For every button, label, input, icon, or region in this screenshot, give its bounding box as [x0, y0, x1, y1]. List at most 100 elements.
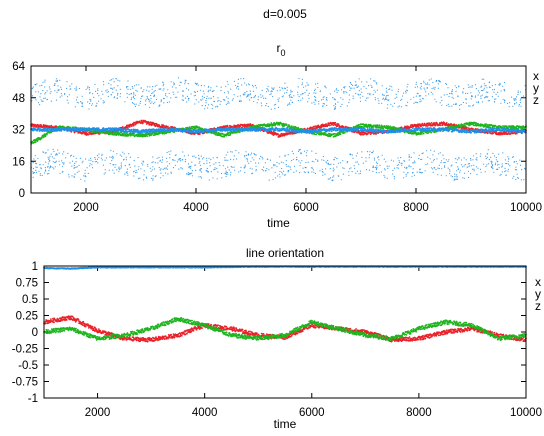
point-z-band — [449, 170, 451, 172]
point-z-band — [281, 167, 283, 170]
point-z-band — [282, 173, 284, 175]
point-y — [422, 132, 425, 135]
point-z-band — [279, 156, 281, 158]
point-z-band — [124, 165, 126, 167]
point-z-band — [125, 156, 127, 158]
point-z-band — [358, 173, 360, 175]
point-z-band — [311, 160, 313, 162]
point-z-band — [429, 158, 431, 160]
point-z-band — [48, 169, 50, 171]
point-z-band — [349, 154, 351, 156]
point-z-band — [324, 173, 326, 175]
point-z-band — [393, 176, 395, 178]
point-z-band — [184, 161, 186, 163]
point-z-band — [515, 178, 517, 181]
point-y — [378, 124, 381, 127]
point-z-band — [126, 171, 128, 173]
point-z-band — [433, 150, 435, 152]
point-z-band — [385, 161, 387, 163]
panel-title-main: r — [276, 41, 280, 55]
point-z-band — [84, 169, 86, 171]
point-z-band — [215, 162, 217, 164]
point-z-band — [169, 157, 171, 159]
point-z-band — [287, 170, 289, 172]
point-z-band — [516, 173, 518, 175]
point-z-band — [401, 162, 403, 164]
point-z-band — [501, 171, 503, 173]
point-z-band — [365, 169, 368, 171]
point-x — [40, 124, 43, 127]
point-z-band — [361, 151, 363, 153]
point-z-band — [119, 168, 121, 170]
point-z-band — [139, 177, 141, 179]
point-z-band — [450, 175, 452, 177]
point-z-band — [162, 175, 164, 177]
point-z-band — [507, 160, 509, 162]
point-z-band — [187, 172, 189, 174]
point-z-band — [321, 159, 323, 161]
point-z-band — [507, 156, 509, 158]
point-z-band — [244, 164, 246, 166]
point-z-band — [216, 157, 218, 159]
point-z-band — [49, 166, 52, 168]
point-z-band — [253, 159, 255, 161]
point-z-band — [183, 155, 185, 157]
point-z-band — [53, 157, 55, 159]
point-x — [327, 124, 329, 127]
point-z-band — [200, 177, 202, 179]
point-z-band — [91, 164, 93, 166]
point-z-band — [200, 176, 202, 178]
point-z-band — [224, 172, 226, 174]
point-z-band — [346, 161, 349, 163]
point-z — [330, 130, 333, 133]
point-z-band — [405, 173, 407, 175]
point-z-band — [166, 151, 168, 154]
point-z-band — [224, 159, 226, 161]
point-z-band — [255, 162, 257, 164]
point-z-band — [473, 170, 475, 172]
point-z-band — [495, 156, 497, 159]
point-z-band — [47, 149, 49, 151]
point-z-band — [135, 169, 137, 171]
point-z — [251, 130, 254, 132]
point-z-band — [260, 155, 262, 158]
point-z-band — [133, 171, 135, 173]
point-z-band — [76, 171, 78, 173]
point-z-band — [494, 164, 496, 166]
point-z — [426, 130, 428, 132]
point-z-band — [267, 158, 269, 160]
point-z-band — [165, 168, 167, 170]
point-z-band — [485, 158, 487, 160]
point-z-band — [456, 170, 458, 172]
point-z-band — [276, 161, 278, 164]
point-z-band — [234, 169, 236, 171]
point-z-band — [403, 171, 405, 173]
point-z-band — [306, 150, 308, 152]
point-z-band — [49, 167, 51, 169]
point-z-band — [51, 156, 54, 158]
point-z-band — [224, 157, 226, 159]
point-z-band — [444, 161, 446, 164]
point-x — [369, 133, 372, 136]
point-z-band — [63, 163, 65, 165]
point-z-band — [498, 167, 500, 169]
x-tick-label: 10000 — [510, 202, 542, 214]
point-z-band — [509, 165, 511, 167]
point-z-band — [39, 163, 41, 165]
point-z — [192, 131, 195, 134]
point-z-band — [449, 169, 451, 171]
point-z-band — [420, 158, 422, 161]
point-z-band — [191, 161, 193, 163]
point-z-band — [221, 177, 223, 179]
point-z-band — [48, 158, 50, 161]
point-z — [466, 128, 469, 131]
point-z-band — [255, 165, 257, 167]
point-x — [363, 133, 365, 136]
point-z — [53, 130, 56, 133]
point-z-band — [90, 159, 92, 161]
point-z-band — [411, 175, 413, 177]
point-z — [183, 128, 186, 131]
point-x — [439, 124, 442, 127]
point-z-band — [291, 160, 293, 162]
point-z-band — [116, 169, 118, 171]
